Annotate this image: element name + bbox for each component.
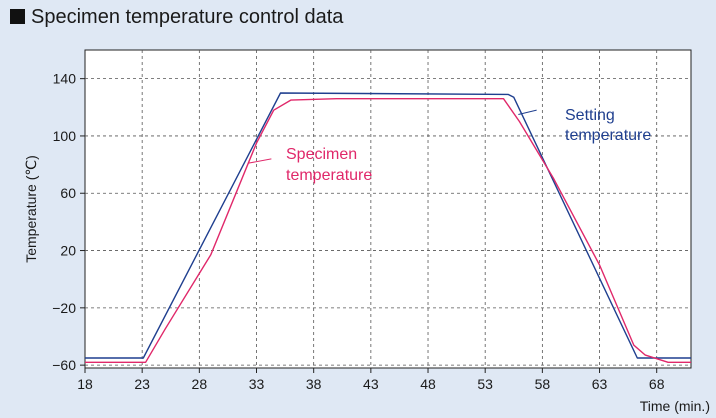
plot-area (84, 49, 692, 369)
setting-temperature-line (85, 92, 691, 359)
y-tick-label: 60 (60, 185, 76, 201)
x-tick-label: 48 (420, 376, 436, 392)
x-tick-label: 63 (592, 376, 608, 392)
y-tick-label: −60 (52, 357, 76, 373)
series-labels: Setting temperature Specimen temperature (248, 107, 651, 184)
y-tick-label: 140 (53, 71, 77, 87)
y-tick-label: 20 (60, 243, 76, 259)
x-tick-label: 23 (134, 376, 150, 392)
specimen-temperature-leader (248, 158, 272, 164)
chart-title-block: Specimen temperature control data (10, 3, 343, 31)
x-tick-label: 38 (306, 376, 322, 392)
x-tick-label: 58 (535, 376, 551, 392)
series-lines (85, 92, 691, 363)
setting-temperature-leader (518, 109, 537, 115)
x-axis-label: Time (min.) (640, 398, 710, 414)
x-tick-label: 18 (77, 376, 93, 392)
y-tick-label: 100 (53, 128, 77, 144)
x-tick-label: 33 (249, 376, 265, 392)
x-tick-label: 43 (363, 376, 379, 392)
specimen-temperature-label: Specimen temperature (286, 146, 372, 184)
y-axis-label: Temperature (℃) (23, 155, 39, 263)
setting-temperature-label: Setting temperature (565, 107, 651, 144)
title-bullet-icon (10, 9, 25, 24)
axis-ticks: 18 23 28 33 38 43 48 53 58 63 68 −60 −20 20 60 100 140 (52, 71, 664, 392)
x-tick-label: 28 (192, 376, 208, 392)
x-tick-label: 68 (649, 376, 665, 392)
y-tick-label: −20 (52, 300, 76, 316)
specimen-temperature-line (85, 97, 691, 363)
grid-lines (85, 50, 691, 368)
x-tick-label: 53 (477, 376, 493, 392)
chart-title: Specimen temperature control data (31, 6, 344, 28)
